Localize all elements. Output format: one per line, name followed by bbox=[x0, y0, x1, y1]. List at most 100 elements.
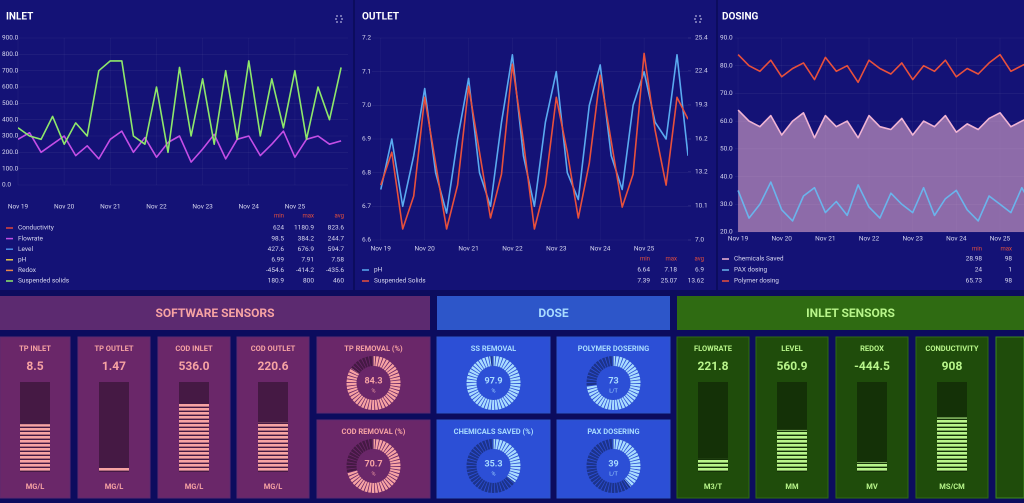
x-tick-label: Nov 21 bbox=[100, 203, 120, 211]
legend-stat: -454.6 bbox=[266, 266, 284, 274]
legend-stat: 1180.9 bbox=[294, 224, 314, 232]
legend-stat: 6.9 bbox=[695, 266, 704, 274]
card-title: COD REMOVAL (%) bbox=[342, 427, 406, 436]
x-tick-label: Nov 19 bbox=[8, 203, 29, 211]
y-tick-label: 100.0 bbox=[2, 164, 19, 172]
card-title: REDOX bbox=[860, 344, 884, 353]
card-title: COD INLET bbox=[175, 344, 213, 353]
card-value: 221.8 bbox=[697, 359, 728, 373]
expand-icon[interactable] bbox=[694, 15, 702, 23]
y-tick-label: 60.0 bbox=[720, 117, 733, 125]
chart-title: INLET bbox=[6, 12, 33, 23]
legend-label: pH bbox=[18, 256, 27, 264]
ring-segments bbox=[346, 438, 401, 494]
ring-center bbox=[478, 451, 509, 481]
legend-stat: 7.58 bbox=[331, 256, 344, 264]
y2-tick-label: 19.3 bbox=[695, 101, 708, 109]
legend-stat: 98 bbox=[1005, 277, 1013, 285]
legend-stat: 244.7 bbox=[328, 234, 345, 242]
legend-header: min bbox=[274, 213, 284, 220]
gauge-track bbox=[698, 382, 728, 472]
series-line bbox=[380, 52, 688, 230]
legend-label: Suspended solids bbox=[18, 277, 70, 285]
gauge-track bbox=[857, 382, 887, 472]
card-title: POLYMER DOSERING bbox=[578, 344, 649, 353]
series-line bbox=[737, 181, 1024, 222]
x-tick-label: Nov 24 bbox=[239, 203, 260, 211]
y2-tick-label: 22.4 bbox=[695, 67, 708, 75]
section-title: SOFTWARE SENSORS bbox=[156, 306, 275, 320]
card-unit: MV bbox=[866, 482, 878, 491]
card-unit: MS/CM bbox=[939, 482, 965, 491]
legend-stat: 823.6 bbox=[328, 224, 345, 232]
legend-header: max bbox=[1000, 246, 1012, 253]
card-value: -444.5 bbox=[854, 359, 890, 373]
legend-stat: 624 bbox=[273, 224, 284, 232]
x-tick-label: Nov 22 bbox=[146, 203, 167, 211]
gauge-fill bbox=[777, 429, 807, 472]
legend-stat: -414.2 bbox=[296, 266, 314, 274]
card-title: COD OUTLET bbox=[251, 344, 296, 353]
legend-stat: 460 bbox=[333, 277, 344, 285]
card-value: 1.47 bbox=[102, 359, 126, 373]
legend-label: Conductivity bbox=[18, 224, 54, 232]
card-title: FLOWRATE bbox=[694, 344, 733, 353]
series-line bbox=[18, 60, 342, 154]
legend-stat: 25.07 bbox=[661, 277, 678, 285]
gauge-fill bbox=[179, 403, 209, 472]
card-unit: % bbox=[371, 471, 375, 477]
y-tick-label: 70.0 bbox=[720, 89, 733, 97]
y-tick-label: 20.0 bbox=[720, 228, 733, 236]
y-tick-label: 500.0 bbox=[2, 99, 19, 107]
legend-stat: 384.2 bbox=[298, 234, 315, 242]
y-tick-label: 0.0 bbox=[2, 181, 11, 189]
x-tick-label: Nov 24 bbox=[590, 245, 611, 253]
card-title: SS REMOVAL bbox=[471, 344, 517, 353]
card-unit: MG/L bbox=[185, 482, 204, 491]
card-value: 97.9 bbox=[484, 376, 502, 386]
expand-icon[interactable] bbox=[335, 15, 343, 23]
y-tick-label: 50.0 bbox=[720, 145, 733, 153]
section-title: DOSE bbox=[538, 306, 568, 320]
card-title: CONDUCTIVITY bbox=[925, 344, 979, 353]
chart-title: OUTLET bbox=[362, 12, 399, 23]
card-title: LEVEL bbox=[781, 344, 802, 353]
card-value: 73 bbox=[608, 376, 618, 386]
legend-stat: 24 bbox=[975, 266, 983, 274]
x-tick-label: Nov 22 bbox=[502, 245, 523, 253]
x-tick-label: Nov 23 bbox=[546, 245, 567, 253]
legend-header: min bbox=[972, 246, 982, 253]
gauge-fill bbox=[20, 424, 50, 472]
series-area bbox=[738, 110, 1024, 232]
y-tick-label: 40.0 bbox=[720, 172, 733, 180]
gauge-fill bbox=[937, 417, 967, 472]
x-tick-label: Nov 25 bbox=[285, 203, 306, 211]
ring-segments bbox=[586, 438, 641, 494]
ring-center bbox=[478, 368, 509, 398]
gauge-fill bbox=[99, 467, 129, 472]
legend-stat: 7.91 bbox=[301, 256, 314, 264]
card-value: 8.5 bbox=[26, 359, 43, 373]
card-title: CHEMICALS SAVED (%) bbox=[454, 427, 534, 436]
series-line bbox=[737, 109, 1024, 139]
y-tick-label: 900.0 bbox=[2, 34, 19, 42]
legend-stat: 6.99 bbox=[271, 256, 284, 264]
x-tick-label: Nov 21 bbox=[458, 245, 478, 253]
card-value: 84.3 bbox=[364, 376, 382, 386]
card-unit: L/T bbox=[609, 388, 618, 394]
ring-center bbox=[598, 368, 629, 398]
y2-tick-label: 16.2 bbox=[695, 135, 708, 143]
legend-stat: 7.18 bbox=[664, 266, 677, 274]
y2-tick-label: 25.4 bbox=[695, 34, 708, 42]
ring-segments bbox=[586, 355, 641, 411]
legend-stat: 427.6 bbox=[268, 245, 285, 253]
y2-tick-label: 10.1 bbox=[695, 202, 708, 210]
card-unit: % bbox=[491, 471, 495, 477]
ring-segments bbox=[346, 355, 401, 411]
y-tick-label: 80.0 bbox=[720, 61, 733, 69]
x-tick-label: Nov 20 bbox=[414, 245, 435, 253]
gauge-fill bbox=[258, 422, 288, 472]
section-header bbox=[0, 296, 430, 330]
y-tick-label: 6.8 bbox=[362, 168, 371, 176]
gauge-fill bbox=[857, 462, 887, 472]
